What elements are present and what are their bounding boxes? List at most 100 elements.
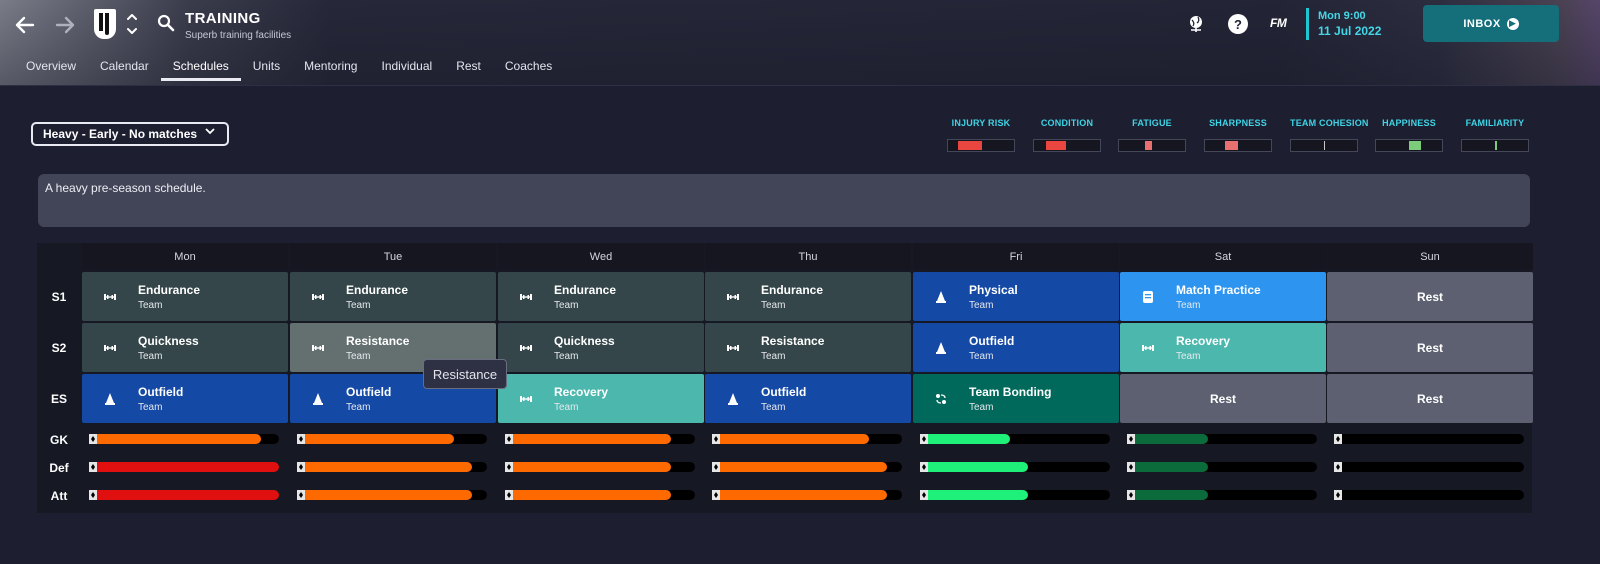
session-label-s2: S2	[51, 341, 67, 355]
load-bar	[297, 462, 487, 472]
tab-individual[interactable]: Individual	[381, 59, 433, 73]
cone-icon	[103, 392, 117, 406]
session-text: Outfield Team	[346, 385, 391, 413]
session-cell-s2-sun[interactable]: Rest	[1327, 323, 1533, 372]
session-unit: Team	[761, 299, 786, 311]
session-cell-es-sat[interactable]: Rest	[1120, 374, 1326, 423]
load-icon	[505, 434, 513, 444]
session-cell-s2-tue[interactable]: Resistance Team	[290, 323, 496, 372]
load-icon	[297, 490, 305, 500]
session-title: Quickness	[554, 333, 615, 348]
indicator-label: SHARPNESS	[1209, 118, 1267, 128]
endurance-icon	[726, 290, 740, 304]
load-icon	[712, 462, 720, 472]
load-icon	[505, 490, 513, 500]
session-text: Physical Team	[969, 283, 1018, 311]
session-label-es: ES	[50, 392, 67, 406]
session-unit: Team	[761, 350, 786, 362]
cone-icon	[934, 341, 948, 355]
load-fill	[305, 490, 472, 500]
inbox-button[interactable]: INBOX ▶	[1423, 5, 1559, 42]
session-cell-s1-thu[interactable]: Endurance Team	[705, 272, 911, 321]
globe-icon[interactable]	[1186, 14, 1206, 34]
current-date[interactable]: 11 Jul 2022	[1318, 24, 1382, 38]
load-bar	[505, 462, 695, 472]
current-day-time[interactable]: Mon 9:00	[1318, 10, 1366, 22]
session-cell-s1-sun[interactable]: Rest	[1327, 272, 1533, 321]
cone-icon	[311, 392, 325, 406]
day-header-tue: Tue	[290, 243, 496, 270]
schedule-description: A heavy pre-season schedule.	[38, 174, 1530, 227]
session-cell-s1-tue[interactable]: Endurance Team	[290, 272, 496, 321]
indicator-happiness: HAPPINESS	[1375, 118, 1443, 152]
session-unit: Team	[1176, 299, 1201, 311]
session-title: Rest	[1416, 391, 1443, 406]
cone-icon	[934, 290, 948, 304]
tab-overview[interactable]: Overview	[26, 59, 77, 73]
session-text: Endurance Team	[346, 283, 408, 311]
load-icon	[1334, 434, 1342, 444]
forward-arrow-icon[interactable]	[52, 12, 78, 38]
load-fill	[97, 462, 279, 472]
indicator-bar	[1033, 139, 1101, 152]
session-cell-s2-thu[interactable]: Resistance Team	[705, 323, 911, 372]
cone-icon	[726, 392, 740, 406]
indicator-bar	[947, 139, 1015, 152]
tab-coaches[interactable]: Coaches	[504, 59, 553, 73]
session-unit: Team	[554, 350, 579, 362]
session-cell-es-fri[interactable]: Team Bonding Team	[913, 374, 1119, 423]
session-cell-s2-wed[interactable]: Quickness Team	[498, 323, 704, 372]
load-icon	[89, 462, 97, 472]
session-text: Outfield Team	[138, 385, 183, 413]
session-cell-s1-sat[interactable]: Match Practice Team	[1120, 272, 1326, 321]
load-fill	[928, 490, 1028, 500]
switch-arrows-icon[interactable]	[125, 10, 139, 38]
tab-rest[interactable]: Rest	[456, 59, 481, 73]
indicator-fatigue: FATIGUE	[1118, 118, 1186, 152]
load-fill	[720, 462, 887, 472]
session-cell-es-wed[interactable]: Recovery Team	[498, 374, 704, 423]
load-bar	[89, 434, 279, 444]
help-icon[interactable]: ?	[1228, 14, 1248, 34]
load-fill	[97, 434, 261, 444]
session-text: Outfield Team	[969, 334, 1014, 362]
load-fill	[720, 490, 887, 500]
tab-mentoring[interactable]: Mentoring	[304, 59, 358, 73]
tab-units[interactable]: Units	[252, 59, 281, 73]
load-fill	[1135, 490, 1208, 500]
session-cell-s1-mon[interactable]: Endurance Team	[82, 272, 288, 321]
tab-calendar[interactable]: Calendar	[100, 59, 149, 73]
load-fill	[305, 434, 454, 444]
tab-schedules[interactable]: Schedules	[160, 55, 241, 81]
session-cell-s2-mon[interactable]: Quickness Team	[82, 323, 288, 372]
session-cell-es-mon[interactable]: Outfield Team	[82, 374, 288, 423]
load-icon	[505, 462, 513, 472]
session-title: Rest	[1209, 391, 1236, 406]
load-label-gk: GK	[50, 433, 68, 447]
load-icon	[1334, 462, 1342, 472]
session-title: Physical	[969, 282, 1018, 297]
session-cell-s2-fri[interactable]: Outfield Team	[913, 323, 1119, 372]
session-cell-es-sun[interactable]: Rest	[1327, 374, 1533, 423]
session-text: Outfield Team	[761, 385, 806, 413]
session-cell-s1-wed[interactable]: Endurance Team	[498, 272, 704, 321]
session-text: Endurance Team	[761, 283, 823, 311]
session-cell-s2-sat[interactable]: Recovery Team	[1120, 323, 1326, 372]
fm-logo[interactable]: FM	[1270, 16, 1287, 30]
session-cell-es-thu[interactable]: Outfield Team	[705, 374, 911, 423]
indicator-fill	[958, 141, 982, 150]
top-bar-shade	[0, 0, 1600, 86]
inbox-label: INBOX	[1463, 17, 1501, 30]
schedule-dropdown[interactable]: Heavy - Early - No matches	[31, 122, 229, 146]
indicator-fill	[1225, 141, 1238, 150]
load-bar	[1334, 490, 1524, 500]
session-cell-s1-fri[interactable]: Physical Team	[913, 272, 1119, 321]
search-icon[interactable]	[157, 14, 175, 32]
load-bar	[505, 434, 695, 444]
session-title: Endurance	[554, 282, 617, 297]
back-arrow-icon[interactable]	[12, 12, 38, 38]
club-crest-icon[interactable]	[94, 9, 116, 39]
session-text: Recovery Team	[554, 385, 608, 413]
load-bar	[920, 462, 1110, 472]
indicator-condition: CONDITION	[1033, 118, 1101, 152]
